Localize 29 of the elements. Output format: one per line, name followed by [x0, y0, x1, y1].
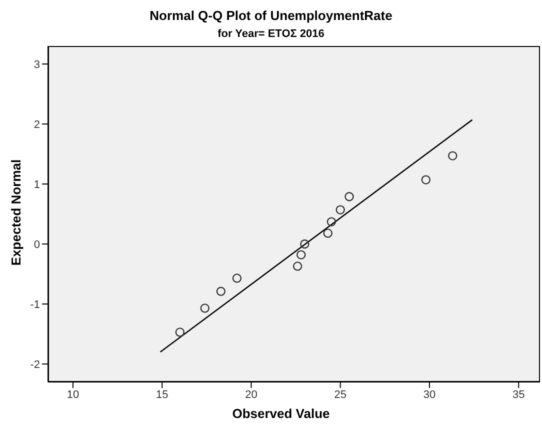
x-tick-label: 10 — [66, 388, 80, 401]
x-tick-label: 35 — [512, 388, 525, 401]
point — [175, 328, 185, 337]
y-tick-label: 3 — [34, 58, 40, 71]
point — [232, 274, 242, 283]
point — [326, 217, 336, 226]
chart-title: Normal Q-Q Plot of UnemploymentRate — [148, 8, 394, 23]
point — [200, 304, 210, 313]
point — [216, 286, 226, 296]
y-tick-label: -2 — [30, 358, 40, 371]
chart-subtitle: for Year= ΕΤΟΣ 2016 — [216, 28, 326, 40]
point — [292, 262, 302, 271]
y-tick-label: 1 — [34, 178, 40, 191]
point — [421, 175, 431, 184]
x-tick-label: 20 — [245, 388, 258, 401]
x-tick-label: 30 — [423, 388, 436, 401]
x-tick-label: 25 — [334, 388, 346, 401]
x-tick-label: 15 — [156, 388, 168, 401]
y-tick-label: 2 — [34, 118, 40, 131]
x-axis-title: Observed Value — [231, 406, 331, 421]
point — [336, 205, 345, 214]
y-axis-title: Expected Normal — [8, 158, 24, 268]
point — [448, 151, 458, 160]
point — [296, 250, 306, 260]
point — [344, 192, 354, 202]
y-tick-label: -1 — [30, 298, 40, 311]
point — [300, 239, 310, 249]
point — [323, 228, 332, 238]
y-tick-label: 0 — [34, 238, 40, 251]
